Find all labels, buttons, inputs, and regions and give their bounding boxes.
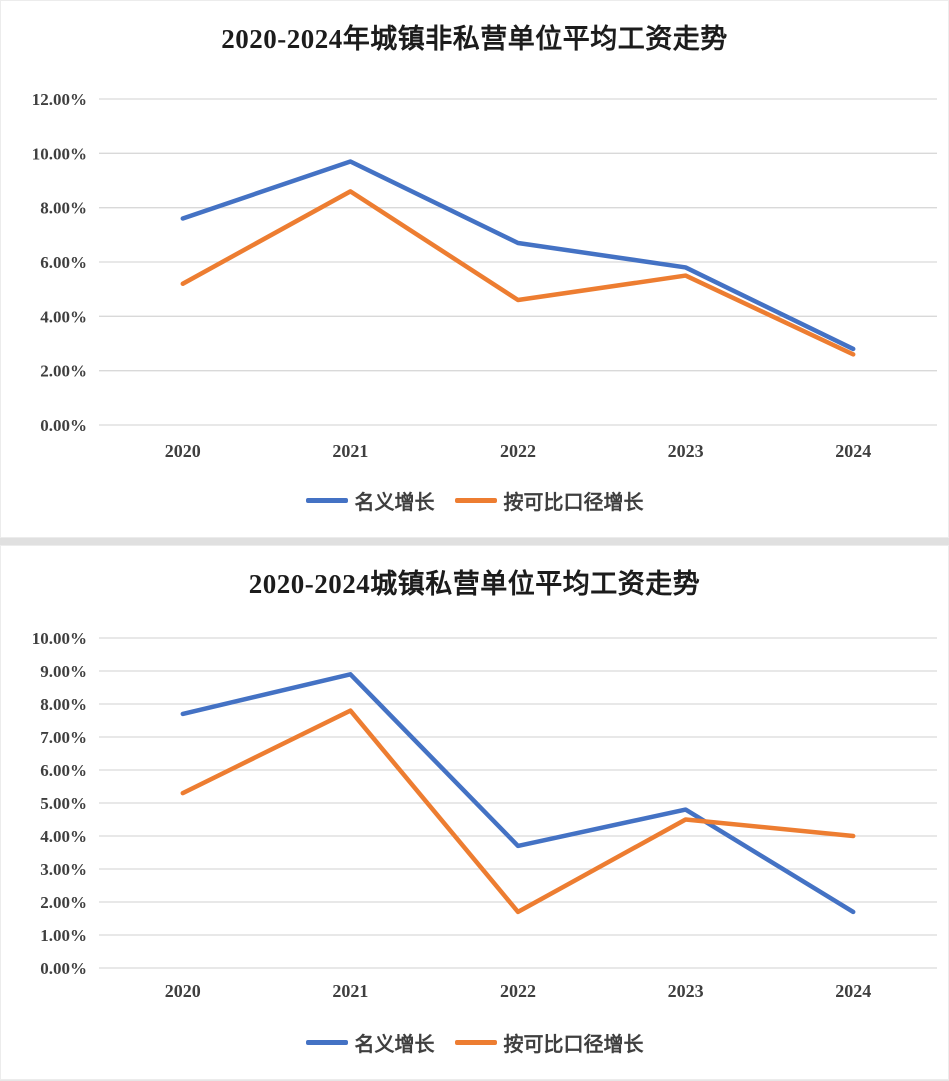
y-tick-label: 6.00% bbox=[40, 253, 87, 272]
x-tick-label: 2020 bbox=[165, 441, 201, 461]
y-tick-label: 9.00% bbox=[40, 662, 87, 681]
y-tick-label: 12.00% bbox=[32, 90, 87, 109]
legend-line-swatch bbox=[305, 1040, 348, 1045]
legend-label: 名义增长 bbox=[354, 1034, 435, 1056]
x-tick-label: 2023 bbox=[668, 981, 704, 1001]
x-tick-label: 2023 bbox=[668, 441, 704, 461]
x-tick-label: 2021 bbox=[332, 981, 368, 1001]
line-chart-private: 0.00% 1.00% 2.00% 3.00% 4.00% 5.00% 6.00% 7.00%… bbox=[1, 546, 948, 1079]
legend-line-swatch bbox=[305, 498, 348, 503]
legend-item-comparable-growth: 按可比口径增长 bbox=[454, 486, 644, 515]
y-tick-label: 2.00% bbox=[40, 362, 87, 381]
chart-panel-nonprivate-units: 2020-2024年城镇非私营单位平均工资走势 0.00% 2.00% 4.00% 6… bbox=[0, 0, 949, 538]
legend-label: 按可比口径增长 bbox=[503, 1034, 644, 1056]
y-tick-label: 10.00% bbox=[32, 144, 87, 163]
legend-line-swatch bbox=[454, 498, 497, 503]
y-tick-label: 3.00% bbox=[40, 860, 87, 879]
x-tick-label: 2024 bbox=[835, 441, 871, 461]
legend-item-nominal-growth: 名义增长 bbox=[305, 486, 435, 515]
chart-title-nonprivate: 2020-2024年城镇非私营单位平均工资走势 bbox=[221, 24, 728, 54]
series-line-comparable-growth bbox=[180, 708, 856, 915]
chart-title-private: 2020-2024城镇私营单位平均工资走势 bbox=[248, 569, 701, 599]
y-tick-label: 8.00% bbox=[40, 199, 87, 218]
y-tick-label: 10.00% bbox=[32, 629, 87, 648]
legend-label: 按可比口径增长 bbox=[503, 492, 644, 514]
legend-private: 名义增长 按可比口径增长 bbox=[1, 1028, 948, 1057]
series-line-nominal-growth bbox=[180, 672, 856, 915]
y-tick-label: 4.00% bbox=[40, 827, 87, 846]
chart-svg: 0.00% 1.00% 2.00% 3.00% 4.00% 5.00% 6.00% 7.00%… bbox=[32, 629, 937, 1001]
legend-label: 名义增长 bbox=[354, 492, 435, 514]
legend-line-swatch bbox=[454, 1040, 497, 1045]
x-tick-label: 2022 bbox=[500, 441, 536, 461]
line-chart-nonprivate: 0.00% 2.00% 4.00% 6.00% 8.00% 10.00% 12.00% 202… bbox=[1, 1, 948, 537]
chart-panel-private-units: 2020-2024城镇私营单位平均工资走势 0.00% 1.00% 2.00% 3.0… bbox=[0, 545, 949, 1080]
y-tick-label: 8.00% bbox=[40, 695, 87, 714]
y-tick-label: 7.00% bbox=[40, 728, 87, 747]
chart-svg: 0.00% 2.00% 4.00% 6.00% 8.00% 10.00% 12.00% 202… bbox=[32, 90, 937, 461]
series-line-nominal-growth bbox=[180, 159, 856, 352]
x-tick-label: 2021 bbox=[332, 441, 368, 461]
x-tick-label: 2022 bbox=[500, 981, 536, 1001]
legend-nonprivate: 名义增长 按可比口径增长 bbox=[1, 486, 948, 515]
y-tick-label: 0.00% bbox=[40, 416, 87, 435]
y-tick-label: 6.00% bbox=[40, 761, 87, 780]
y-tick-label: 2.00% bbox=[40, 893, 87, 912]
y-tick-label: 5.00% bbox=[40, 794, 87, 813]
legend-item-nominal-growth: 名义增长 bbox=[305, 1028, 435, 1057]
y-tick-label: 1.00% bbox=[40, 926, 87, 945]
y-tick-label: 4.00% bbox=[40, 307, 87, 326]
x-tick-label: 2024 bbox=[835, 981, 871, 1001]
series-line-comparable-growth bbox=[180, 189, 856, 357]
x-tick-label: 2020 bbox=[165, 981, 201, 1001]
y-tick-label: 0.00% bbox=[40, 959, 87, 978]
legend-item-comparable-growth: 按可比口径增长 bbox=[454, 1028, 644, 1057]
